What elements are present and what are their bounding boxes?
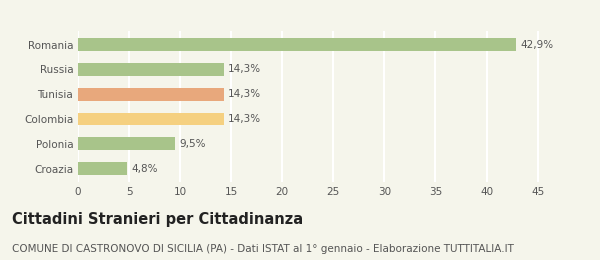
Bar [78,137,175,150]
Text: 14,3%: 14,3% [228,64,261,74]
Bar [78,113,224,126]
Bar [78,63,224,76]
Text: 4,8%: 4,8% [131,164,158,174]
Text: 14,3%: 14,3% [228,114,261,124]
Bar [78,162,127,175]
Text: 9,5%: 9,5% [179,139,206,149]
Text: Cittadini Stranieri per Cittadinanza: Cittadini Stranieri per Cittadinanza [12,212,303,227]
Text: COMUNE DI CASTRONOVO DI SICILIA (PA) - Dati ISTAT al 1° gennaio - Elaborazione T: COMUNE DI CASTRONOVO DI SICILIA (PA) - D… [12,244,514,254]
Bar [78,38,516,51]
Text: 14,3%: 14,3% [228,89,261,99]
Bar [78,88,224,101]
Text: 42,9%: 42,9% [520,40,553,49]
